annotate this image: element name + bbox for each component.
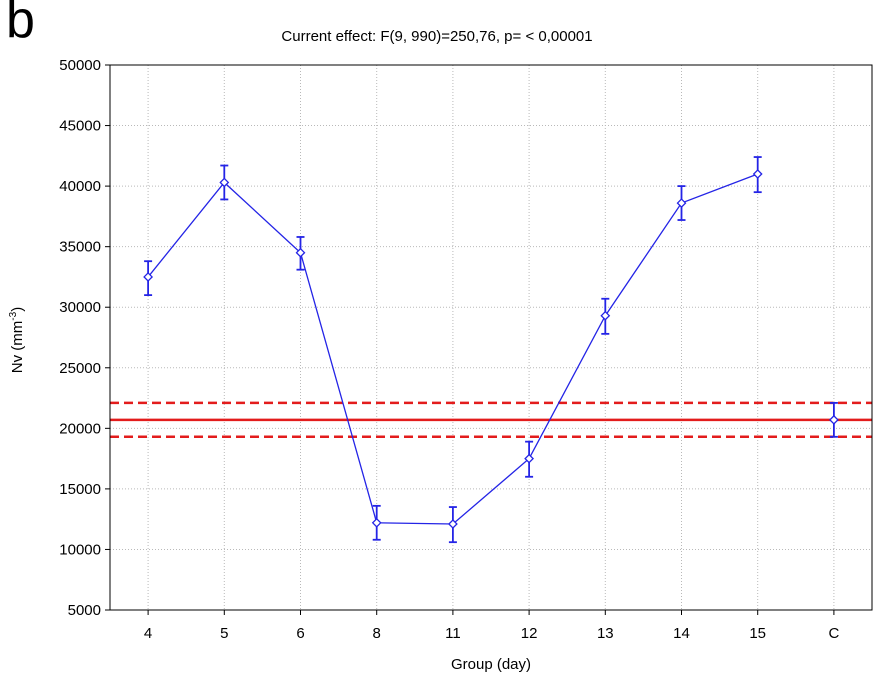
x-tick-label: 8 [373,625,381,642]
y-tick-label: 15000 [59,481,101,498]
data-point [143,272,154,282]
y-axis-label: Nv (mm-3) [8,307,26,373]
plot-frame [109,64,873,611]
y-tick-label: 5000 [68,602,101,619]
y-axis-label-base: Nv (mm [9,321,26,374]
y-tick-label: 30000 [59,299,101,316]
x-axis-label: Group (day) [451,656,531,673]
x-tick-label: 15 [749,625,766,642]
grid-lines [110,64,872,611]
data-point [676,198,687,208]
y-tick-label: 25000 [59,360,101,377]
y-axis-label-superscript: -3 [8,311,19,320]
data-point [219,177,230,188]
x-tick-label: 5 [220,625,228,642]
y-tick-label: 50000 [59,57,101,74]
x-tick-label: C [828,625,839,642]
y-tick-label: 20000 [59,420,101,437]
y-axis-label-end: ) [9,307,26,312]
series-line [147,173,758,525]
x-tick-label: 4 [144,625,152,642]
x-tick-label: 14 [673,625,690,642]
x-tick-label: 12 [521,625,538,642]
x-tick-label: 13 [597,625,614,642]
y-axis: 5000 10000 15000 20000 25000 30000 35000 40000 4… [59,57,110,619]
series-group [143,156,839,544]
data-point [524,453,535,464]
x-tick-label: 6 [296,625,304,642]
data-point [600,310,611,321]
data-point [752,169,763,179]
data-point [828,414,839,425]
x-tick-label: 11 [445,625,461,642]
data-point [371,517,382,528]
panel-label: b [6,0,35,49]
y-tick-label: 10000 [59,541,101,558]
y-tick-label: 35000 [59,239,101,256]
reference-lines [110,401,872,439]
y-tick-label: 40000 [59,178,101,195]
chart-title: Current effect: F(9, 990)=250,76, p= < 0… [281,28,592,45]
data-point [447,519,458,529]
data-point [295,247,306,258]
x-axis: 4 5 6 8 11 12 13 14 15 C [144,610,839,642]
y-tick-label: 45000 [59,118,101,135]
